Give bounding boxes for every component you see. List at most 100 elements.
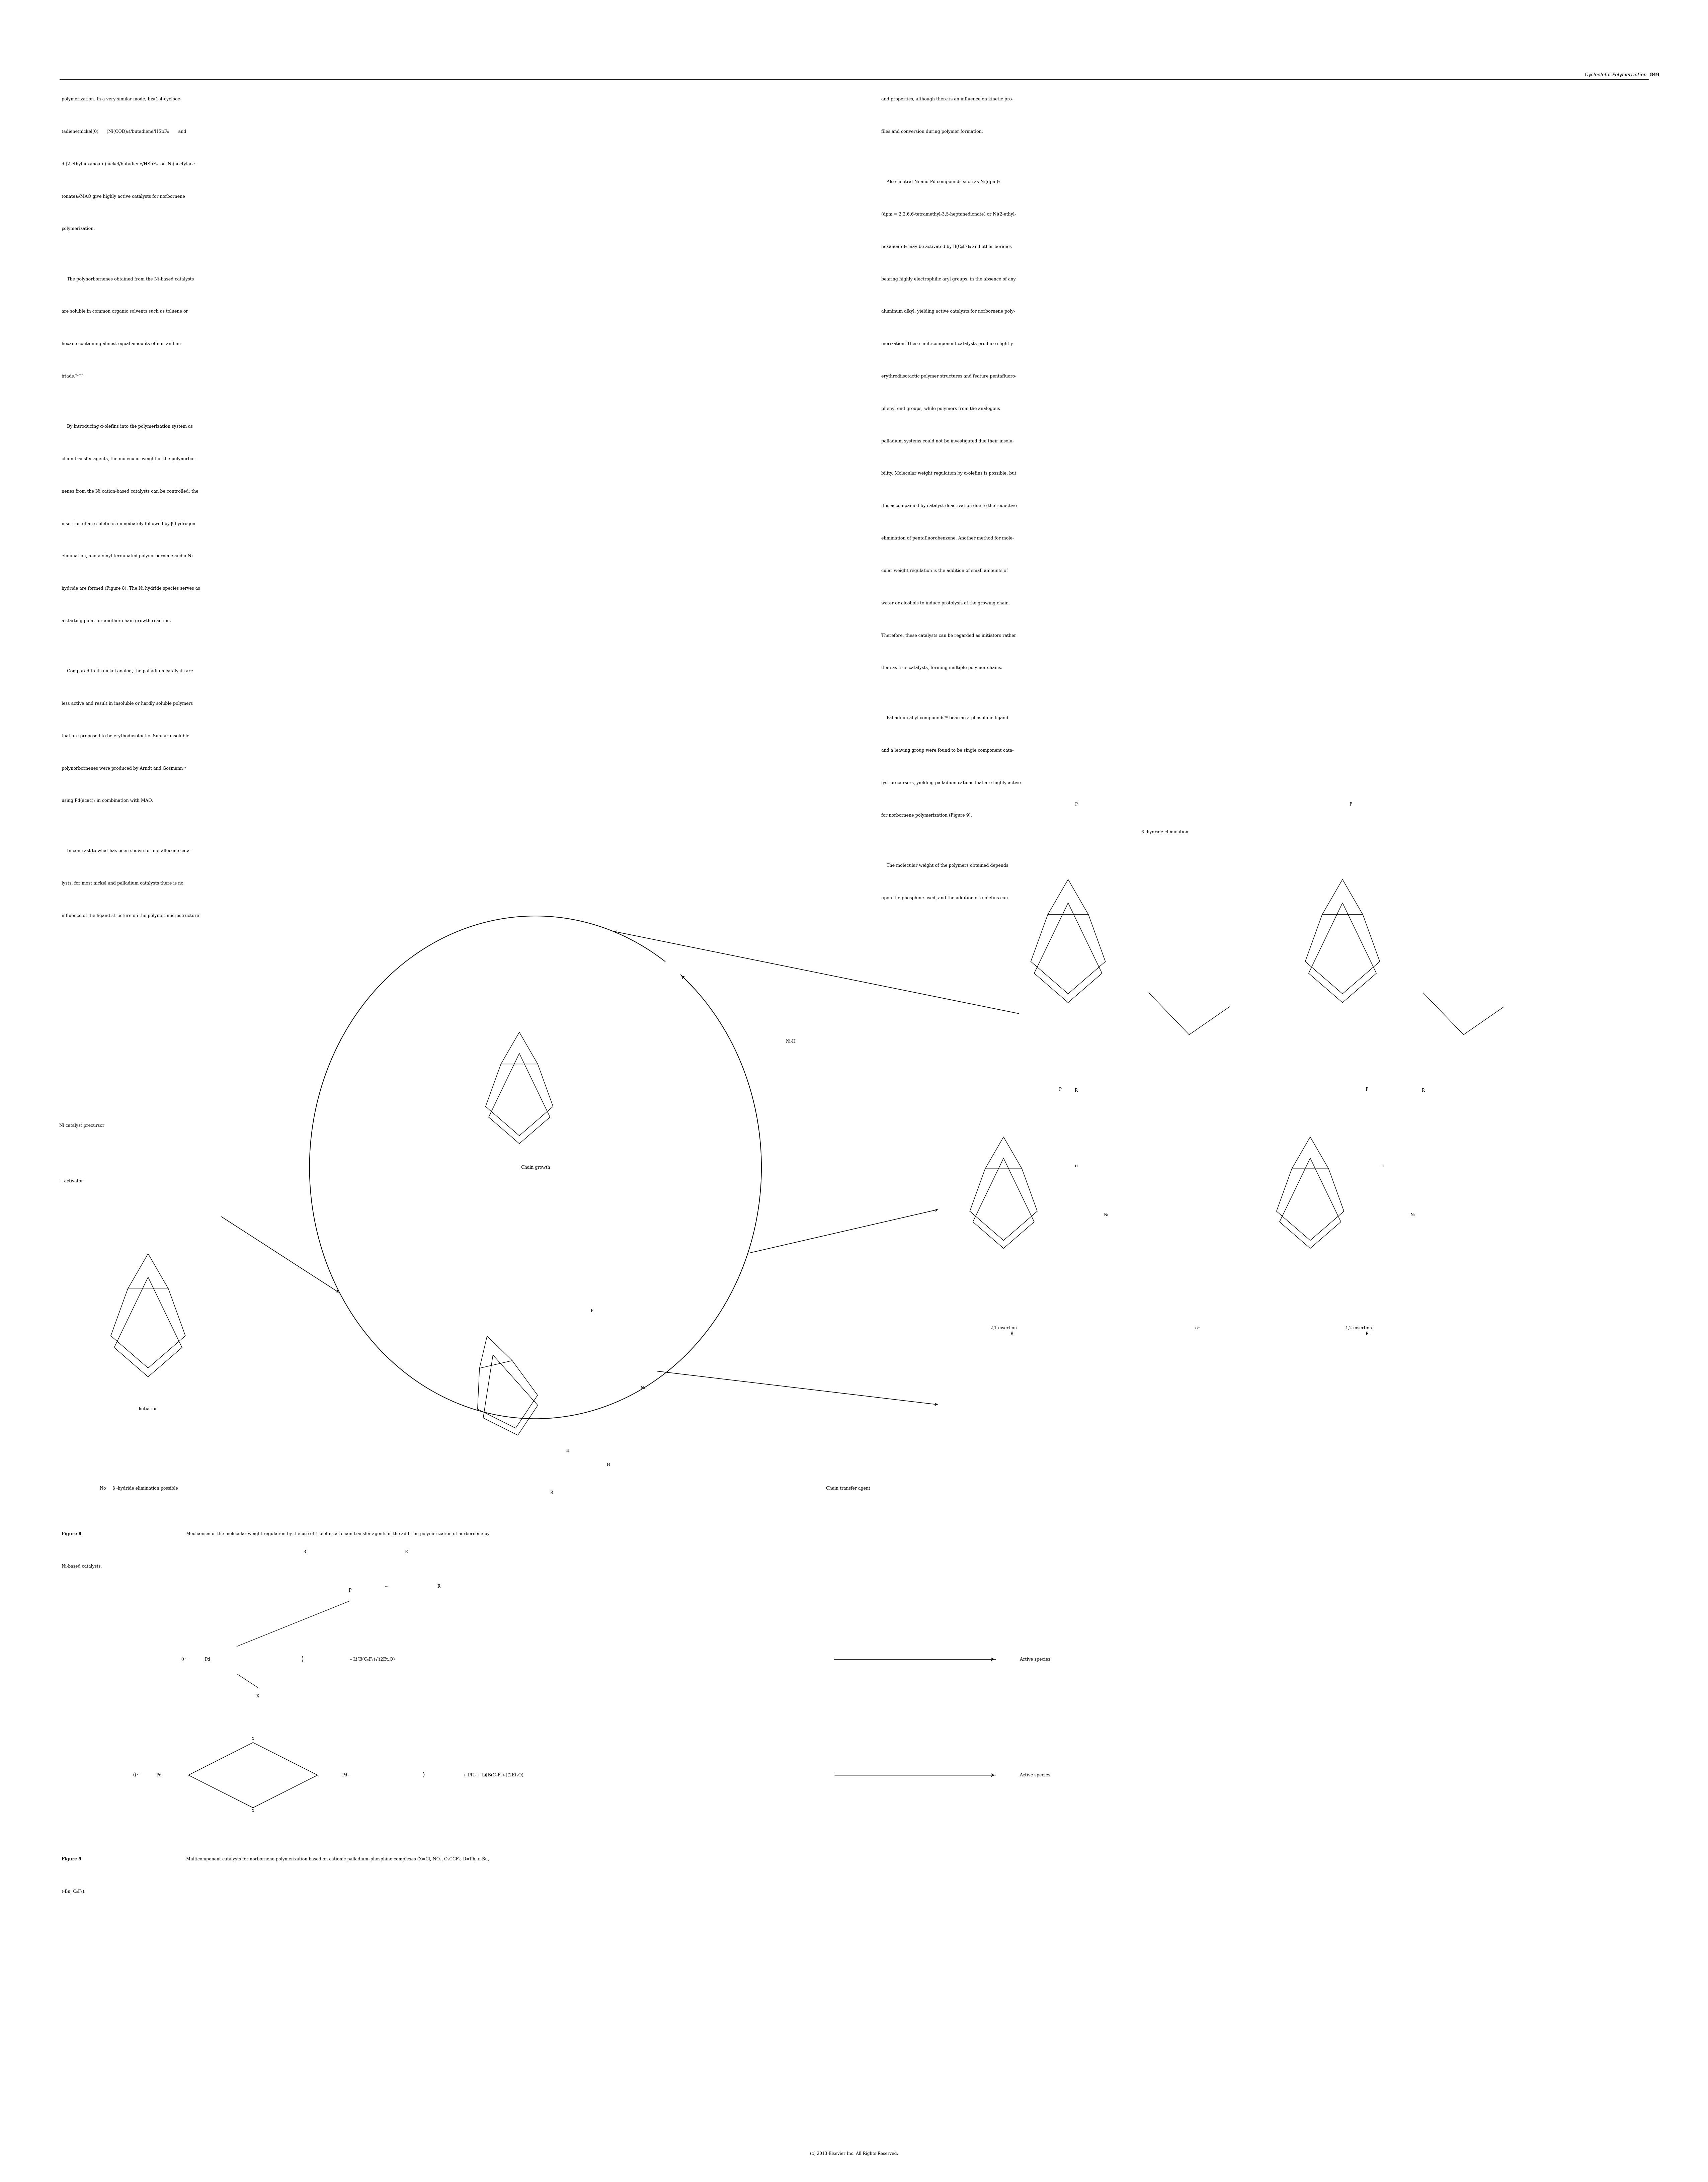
Text: H: H [1382,1165,1385,1167]
Text: Ni-H: Ni-H [786,1039,796,1043]
Text: it is accompanied by catalyst deactivation due to the reductive: it is accompanied by catalyst deactivati… [881,504,1016,508]
Text: polymerization.: polymerization. [61,227,96,231]
Text: hexanoate)₂ may be activated by B(C₆F₅)₃ and other boranes: hexanoate)₂ may be activated by B(C₆F₅)₃… [881,244,1011,249]
Text: 849: 849 [1650,72,1660,76]
Text: Initiation: Initiation [138,1407,157,1412]
Text: tadiene)nickel(0)      (Ni(COD)₂)/butadiene/HSbF₆       and: tadiene)nickel(0) (Ni(COD)₂)/butadiene/H… [61,129,186,133]
Text: influence of the ligand structure on the polymer microstructure: influence of the ligand structure on the… [61,914,200,919]
Text: less active and result in insoluble or hardly soluble polymers: less active and result in insoluble or h… [61,700,193,705]
Text: that are proposed to be erythodiisotactic. Similar insoluble: that are proposed to be erythodiisotacti… [61,733,190,738]
Text: R: R [405,1549,408,1554]
Text: P: P [1059,1087,1061,1091]
Text: insertion of an α-olefin is immediately followed by β-hydrogen: insertion of an α-olefin is immediately … [61,521,195,526]
Text: R: R [302,1549,306,1554]
Text: cular weight regulation is the addition of small amounts of: cular weight regulation is the addition … [881,570,1008,574]
Text: merization. These multicomponent catalysts produce slightly: merization. These multicomponent catalys… [881,343,1013,347]
Text: 2,1-insertion: 2,1-insertion [991,1327,1016,1331]
Text: t-Bu, C₆F₅).: t-Bu, C₆F₅). [61,1890,85,1894]
Text: are soluble in common organic solvents such as toluene or: are soluble in common organic solvents s… [61,310,188,314]
Text: Chain transfer agent: Chain transfer agent [827,1486,869,1490]
Text: (dpm = 2,2,6,6-tetramethyl-3,5-heptanedionate) or Ni(2-ethyl-: (dpm = 2,2,6,6-tetramethyl-3,5-heptanedi… [881,212,1016,216]
Text: Cycloolefin Polymerization: Cycloolefin Polymerization [1585,72,1647,76]
Text: + activator: + activator [60,1178,84,1183]
Text: water or alcohols to induce protolysis of the growing chain.: water or alcohols to induce protolysis o… [881,600,1009,604]
Text: + PR₃ + Li[B(C₆F₅)₄](2Et₂O): + PR₃ + Li[B(C₆F₅)₄](2Et₂O) [463,1774,523,1778]
Text: using Pd(acac)₂ in combination with MAO.: using Pd(acac)₂ in combination with MAO. [61,799,154,803]
Text: bility. Molecular weight regulation by α-olefins is possible, but: bility. Molecular weight regulation by α… [881,471,1016,476]
Text: By introducing α-olefins into the polymerization system as: By introducing α-olefins into the polyme… [61,423,193,428]
Text: Pd–: Pd– [342,1774,350,1778]
Text: than as true catalysts, forming multiple polymer chains.: than as true catalysts, forming multiple… [881,666,1003,670]
Text: phenyl end groups, while polymers from the analogous: phenyl end groups, while polymers from t… [881,406,1001,410]
Text: Mechanism of the molecular weight regulation by the use of 1-olefins as chain tr: Mechanism of the molecular weight regula… [186,1532,490,1536]
Text: (c) 2013 Elsevier Inc. All Rights Reserved.: (c) 2013 Elsevier Inc. All Rights Reserv… [810,2151,898,2156]
Text: polymerization. In a very similar mode, bis(1,4-cyclooc-: polymerization. In a very similar mode, … [61,96,181,100]
Text: a starting point for another chain growth reaction.: a starting point for another chain growt… [61,620,171,624]
Text: R: R [437,1584,441,1588]
Text: P: P [1365,1087,1368,1091]
Text: Chain growth: Chain growth [521,1165,550,1170]
Text: triads.⁷⁴ʹ⁷⁵: triads.⁷⁴ʹ⁷⁵ [61,373,84,377]
Text: P: P [1074,803,1078,807]
Text: X: X [256,1693,260,1698]
Text: R: R [1421,1089,1424,1093]
Text: ⟩: ⟩ [301,1656,304,1663]
Text: Compared to its nickel analog, the palladium catalysts are: Compared to its nickel analog, the palla… [61,670,193,674]
Text: ⟨⟨·-: ⟨⟨·- [181,1656,188,1663]
Text: Palladium allyl compounds⁷⁶ bearing a phosphine ligand: Palladium allyl compounds⁷⁶ bearing a ph… [881,716,1008,720]
Text: X: X [251,1737,254,1741]
Text: H: H [1074,1165,1078,1167]
Text: tonate)₂/MAO give highly active catalysts for norbornene: tonate)₂/MAO give highly active catalyst… [61,194,184,199]
Text: lysts, for most nickel and palladium catalysts there is no: lysts, for most nickel and palladium cat… [61,882,183,886]
Text: chain transfer agents, the molecular weight of the polynorbor-: chain transfer agents, the molecular wei… [61,456,196,460]
Text: Active species: Active species [1020,1656,1050,1661]
Text: di(2-ethylhexanoate)nickel/butadiene/HSbF₆  or  Ni(acetylace-: di(2-ethylhexanoate)nickel/butadiene/HSb… [61,161,196,166]
Text: bearing highly electrophilic aryl groups, in the absence of any: bearing highly electrophilic aryl groups… [881,277,1016,281]
Text: Ni: Ni [1103,1213,1108,1218]
Text: Active species: Active species [1020,1774,1050,1778]
Text: lyst precursors, yielding palladium cations that are highly active: lyst precursors, yielding palladium cati… [881,781,1021,786]
Text: Therefore, these catalysts can be regarded as initiators rather: Therefore, these catalysts can be regard… [881,633,1016,637]
Text: ⟩: ⟩ [422,1772,425,1778]
Text: or: or [1196,1327,1199,1331]
Text: polynorbornenes were produced by Arndt and Gosmann⁵³: polynorbornenes were produced by Arndt a… [61,766,186,770]
Text: No     β -hydride elimination possible: No β -hydride elimination possible [99,1486,178,1490]
Text: nenes from the Ni cation-based catalysts can be controlled: the: nenes from the Ni cation-based catalysts… [61,489,198,493]
Text: The molecular weight of the polymers obtained depends: The molecular weight of the polymers obt… [881,864,1008,868]
Text: P: P [591,1309,593,1314]
Text: H: H [606,1464,610,1466]
Text: 1,2-insertion: 1,2-insertion [1346,1327,1372,1331]
Text: palladium systems could not be investigated due their insolu-: palladium systems could not be investiga… [881,439,1015,443]
Text: R: R [1009,1331,1013,1335]
Text: The polynorbornenes obtained from the Ni-based catalysts: The polynorbornenes obtained from the Ni… [61,277,193,281]
Text: erythrodiisotactic polymer structures and feature pentafluoro-: erythrodiisotactic polymer structures an… [881,373,1016,377]
Text: and a leaving group were found to be single component cata-: and a leaving group were found to be sin… [881,748,1015,753]
Text: aluminum alkyl, yielding active catalysts for norbornene poly-: aluminum alkyl, yielding active catalyst… [881,310,1015,314]
Text: Ni-based catalysts.: Ni-based catalysts. [61,1564,102,1569]
Text: P: P [1349,803,1351,807]
Text: hexane containing almost equal amounts of mm and mr: hexane containing almost equal amounts o… [61,343,181,347]
Text: and properties, although there is an influence on kinetic pro-: and properties, although there is an inf… [881,96,1013,100]
Text: H: H [565,1449,569,1453]
Text: Pd: Pd [155,1774,162,1778]
Text: Pd: Pd [205,1656,210,1661]
Text: – Li[B(C₆F₅)₄](2Et₂O): – Li[B(C₆F₅)₄](2Et₂O) [350,1656,395,1661]
Text: elimination, and a vinyl-terminated polynorbornene and a Ni: elimination, and a vinyl-terminated poly… [61,554,193,559]
Text: files and conversion during polymer formation.: files and conversion during polymer form… [881,129,984,133]
Text: hydride are formed (Figure 8). The Ni hydride species serves as: hydride are formed (Figure 8). The Ni hy… [61,587,200,591]
Text: β -hydride elimination: β -hydride elimination [1141,829,1189,834]
Text: ⟨⟨·-: ⟨⟨·- [133,1772,140,1778]
Text: X: X [251,1809,254,1813]
Text: Figure 9: Figure 9 [61,1857,82,1861]
Text: elimination of pentafluorobenzene. Another method for mole-: elimination of pentafluorobenzene. Anoth… [881,537,1015,541]
Text: Multicomponent catalysts for norbornene polymerization based on cationic palladi: Multicomponent catalysts for norbornene … [186,1857,488,1861]
Text: In contrast to what has been shown for metallocene cata-: In contrast to what has been shown for m… [61,849,191,853]
Text: Ni catalyst precursor: Ni catalyst precursor [60,1124,104,1128]
Text: R: R [550,1490,553,1495]
Text: for norbornene polymerization (Figure 9).: for norbornene polymerization (Figure 9)… [881,814,972,818]
Text: R: R [1365,1331,1368,1335]
Text: P: P [348,1588,352,1593]
Text: R: R [1074,1089,1078,1093]
Text: upon the phosphine used, and the addition of α-olefins can: upon the phosphine used, and the additio… [881,897,1008,901]
Text: Ni: Ni [640,1386,646,1390]
